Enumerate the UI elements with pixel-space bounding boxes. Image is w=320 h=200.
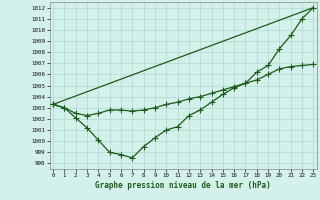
X-axis label: Graphe pression niveau de la mer (hPa): Graphe pression niveau de la mer (hPa) [95,181,271,190]
